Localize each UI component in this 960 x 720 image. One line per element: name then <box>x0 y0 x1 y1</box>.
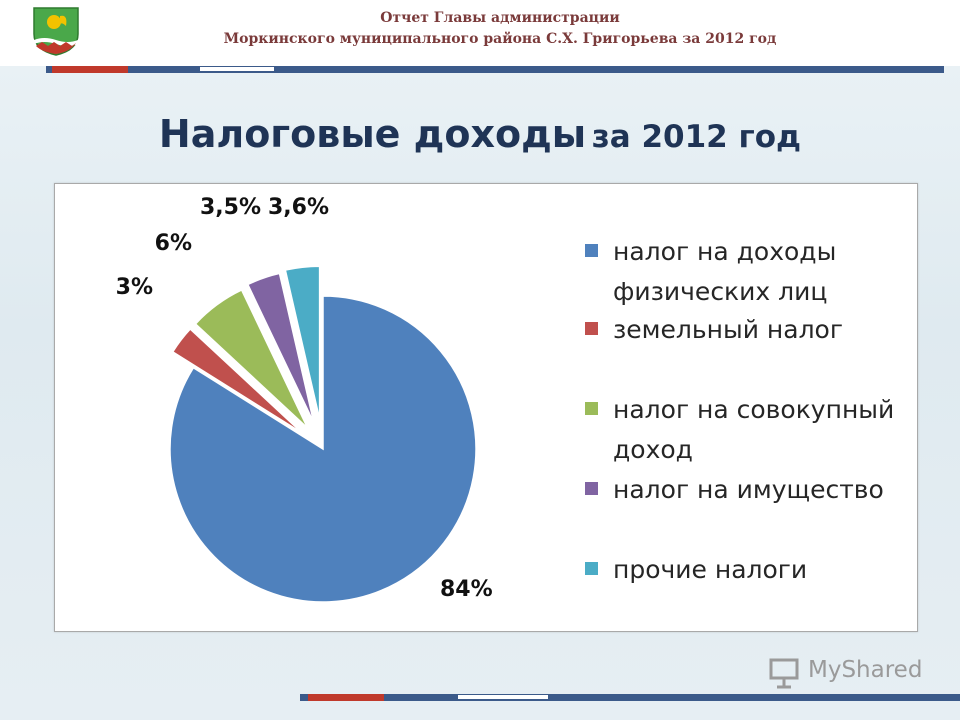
footer-bar-blue <box>300 694 960 701</box>
pie-slice-5 <box>284 265 321 420</box>
pie-slice-1 <box>169 295 477 603</box>
legend-swatch-1 <box>585 244 598 257</box>
legend-text-3: налог на совокупный доход <box>613 390 933 470</box>
slide-title-main: Налоговые доходы <box>158 112 587 156</box>
legend-swatch-3 <box>585 402 598 415</box>
legend-swatch-2 <box>585 322 598 335</box>
legend-text-5: прочие налоги <box>613 550 933 590</box>
legend-swatch-5 <box>585 562 598 575</box>
footer-bar-white <box>458 695 548 699</box>
legend-line-1: налог на доходы <box>613 237 837 266</box>
legend-line-2: доход <box>613 435 693 464</box>
legend-line-2: физических лиц <box>613 277 828 306</box>
slide-title: Налоговые доходы за 2012 год <box>0 112 960 156</box>
legend-line-1: налог на совокупный <box>613 395 895 424</box>
header-bar-red <box>52 66 128 73</box>
header-line-1: Отчет Главы администрации <box>380 10 620 26</box>
header-title: Отчет Главы администрации Моркинского му… <box>180 8 820 50</box>
data-label-5: 3,6% <box>268 195 329 220</box>
legend-swatch-4 <box>585 482 598 495</box>
chart-panel: 84% 3% 6% 3,5% 3,6% налог на доходы физически… <box>54 183 918 632</box>
header-strip <box>0 0 960 66</box>
coat-of-arms-logo <box>33 7 79 56</box>
pie-slice-2 <box>171 327 303 434</box>
pie-slice-3 <box>194 288 309 429</box>
legend-text-4: налог на имущество <box>613 470 933 510</box>
presentation-icon <box>769 658 799 689</box>
footer-bar-red <box>308 694 384 701</box>
header-line-2: Моркинского муниципального района С.Х. Г… <box>223 31 777 47</box>
legend-text-2: земельный налог <box>613 310 933 350</box>
legend-text-1: налог на доходы физических лиц <box>613 232 933 312</box>
legend-line-1: земельный налог <box>613 315 843 344</box>
data-label-4: 3,5% <box>200 195 261 220</box>
pie-chart: 84% 3%6% 3,5% 3,6% <box>116 195 493 603</box>
slide-title-suffix: за 2012 год <box>591 119 802 155</box>
watermark: MyShared <box>768 654 938 694</box>
pie-slice-4 <box>246 272 315 423</box>
legend-line-1: прочие налоги <box>613 555 808 584</box>
header-bar-blue <box>46 66 944 73</box>
legend-line-1: налог на имущество <box>613 475 884 504</box>
data-label-2: 3% <box>116 275 153 300</box>
header-bar-white <box>200 67 274 71</box>
data-label-3: 6% <box>155 231 192 256</box>
watermark-text: MyShared <box>808 657 923 683</box>
data-label-1: 84% <box>440 577 493 602</box>
